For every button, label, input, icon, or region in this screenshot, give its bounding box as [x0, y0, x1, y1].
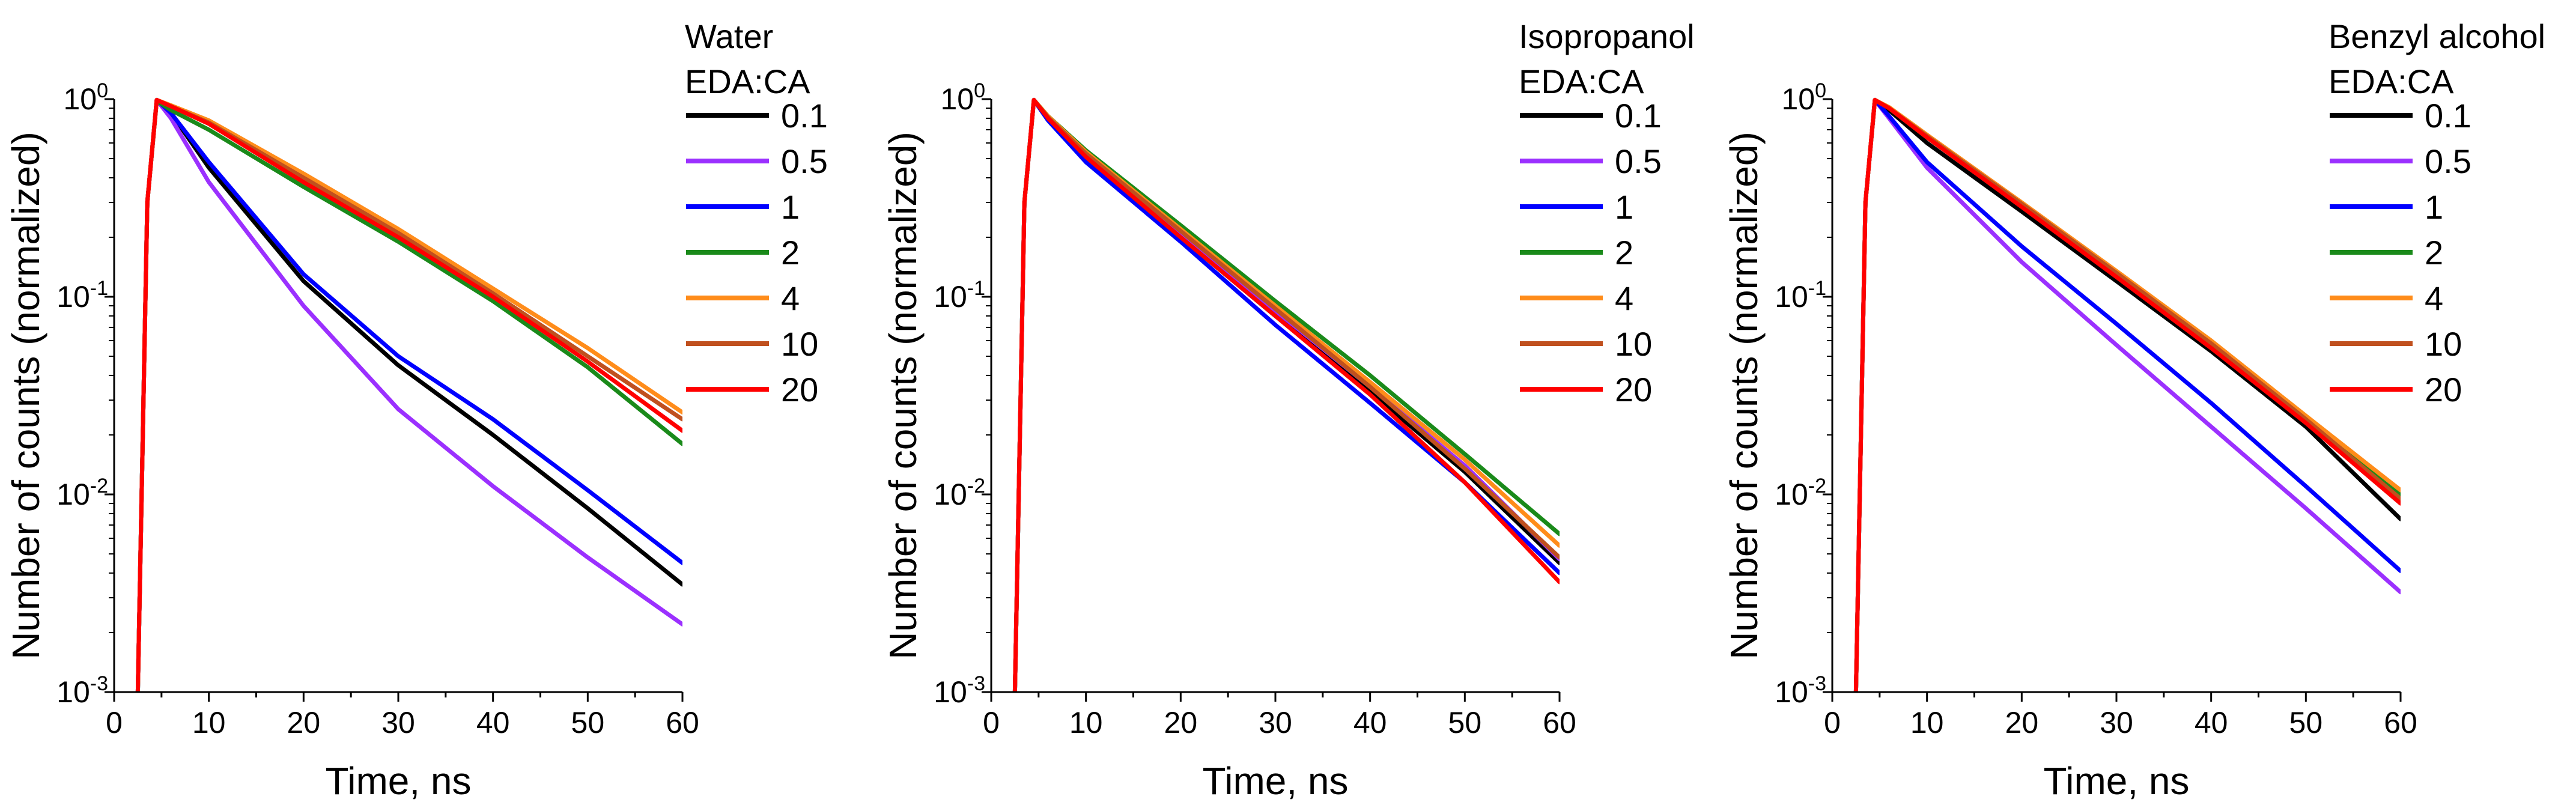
- x-tick-label: 20: [2005, 706, 2039, 740]
- x-tick-label: 10: [1910, 706, 1944, 740]
- y-axis-label: Number of counts (normalized): [4, 132, 47, 660]
- legend-title: EDA:CA: [685, 62, 810, 100]
- x-tick-label: 60: [1543, 706, 1576, 740]
- legend-label-2: 2: [781, 234, 800, 272]
- x-tick-label: 40: [2195, 706, 2228, 740]
- series-line-20: [1012, 97, 1560, 692]
- series-line-2: [1012, 97, 1560, 692]
- x-tick-label: 30: [2100, 706, 2133, 740]
- series-line-20: [1853, 97, 2401, 692]
- legend-label-20: 20: [2425, 371, 2462, 409]
- y-tick-label: 10-3: [934, 672, 985, 709]
- x-tick-label: 30: [381, 706, 415, 740]
- legend-label-0.5: 0.5: [2425, 142, 2471, 180]
- x-tick-label: 40: [1353, 706, 1387, 740]
- y-axis-label: Number of counts (normalized): [1722, 132, 1766, 660]
- x-axis-label: Time, ns: [2044, 759, 2190, 803]
- panel-title: Isopropanol: [1519, 17, 1695, 55]
- y-tick-label: 10-2: [1775, 475, 1826, 511]
- series-group: [135, 97, 682, 692]
- x-tick-label: 60: [666, 706, 699, 740]
- series-line-0.5: [1012, 97, 1560, 692]
- legend-label-0.1: 0.1: [2425, 97, 2471, 135]
- chart-panel-1: 0 10 20 30 40 50 60 100 10-1 10-2 10-3 Time, ns Numb…: [4, 17, 828, 803]
- series-line-20: [135, 97, 682, 692]
- y-tick-label: 10-2: [934, 475, 985, 511]
- y-tick-label: 100: [63, 79, 108, 116]
- series-line-10: [135, 97, 682, 692]
- legend-label-10: 10: [2425, 325, 2462, 363]
- x-tick-label: 10: [192, 706, 226, 740]
- series-line-1: [1853, 97, 2401, 692]
- legend-label-0.5: 0.5: [1615, 142, 1662, 180]
- y-tick-label: 10-2: [56, 475, 108, 511]
- y-tick-label: 10-1: [56, 277, 108, 314]
- series-line-4: [135, 97, 682, 692]
- x-tick-label: 50: [1448, 706, 1482, 740]
- series-line-10: [1012, 97, 1560, 692]
- x-tick-label: 50: [2289, 706, 2323, 740]
- chart-panel-3: 0 10 20 30 40 50 60 100 10-1 10-2 10-3 Time, ns Numb…: [1722, 17, 2545, 803]
- x-tick-label: 0: [1824, 706, 1841, 740]
- legend-label-0.1: 0.1: [1615, 97, 1662, 135]
- legend-label-4: 4: [781, 279, 800, 317]
- x-tick-label: 20: [287, 706, 321, 740]
- legend-label-10: 10: [1615, 325, 1652, 363]
- x-tick-label: 40: [476, 706, 510, 740]
- panel-title: Benzyl alcohol: [2328, 17, 2545, 55]
- legend-label-2: 2: [1615, 234, 1633, 272]
- legend-label-1: 1: [781, 188, 800, 226]
- y-tick-label: 10-1: [1775, 277, 1826, 314]
- series-line-1: [135, 97, 682, 692]
- x-tick-label: 20: [1164, 706, 1198, 740]
- panel-title: Water: [685, 17, 773, 55]
- y-tick-label: 100: [940, 79, 985, 116]
- legend-label-0.1: 0.1: [781, 97, 828, 135]
- series-line-0.1: [135, 97, 682, 692]
- x-tick-label: 30: [1259, 706, 1292, 740]
- series-line-4: [1853, 97, 2401, 692]
- legend-label-20: 20: [781, 371, 818, 409]
- legend-title: EDA:CA: [1519, 62, 1644, 100]
- y-tick-label: 10-3: [56, 672, 108, 709]
- legend-label-2: 2: [2425, 234, 2443, 272]
- legend-label-4: 4: [1615, 279, 1633, 317]
- series-line-0.5: [135, 97, 682, 692]
- x-tick-label: 10: [1069, 706, 1103, 740]
- x-axis-label: Time, ns: [1203, 759, 1349, 803]
- chart-panel-2: 0 10 20 30 40 50 60 100 10-1 10-2 10-3 Time, ns Numb…: [881, 17, 1695, 803]
- series-line-2: [1853, 97, 2401, 692]
- legend-label-20: 20: [1615, 371, 1652, 409]
- legend-label-1: 1: [2425, 188, 2443, 226]
- y-tick-label: 10-1: [934, 277, 985, 314]
- series-line-0.5: [1853, 97, 2401, 692]
- series-line-0.1: [1853, 97, 2401, 692]
- legend-title: EDA:CA: [2328, 62, 2454, 100]
- legend-label-1: 1: [1615, 188, 1633, 226]
- x-tick-label: 50: [571, 706, 605, 740]
- legend-label-10: 10: [781, 325, 818, 363]
- x-tick-label: 60: [2384, 706, 2417, 740]
- legend-label-0.5: 0.5: [781, 142, 828, 180]
- series-group: [1853, 97, 2401, 692]
- y-axis-label: Number of counts (normalized): [881, 132, 925, 660]
- x-axis-label: Time, ns: [326, 759, 472, 803]
- x-tick-label: 0: [106, 706, 123, 740]
- legend-label-4: 4: [2425, 279, 2443, 317]
- series-line-4: [1012, 97, 1560, 692]
- y-tick-label: 100: [1781, 79, 1826, 116]
- series-line-10: [1853, 97, 2401, 692]
- series-line-1: [1012, 97, 1560, 692]
- series-line-2: [135, 99, 682, 692]
- series-group: [1012, 97, 1560, 692]
- x-tick-label: 0: [983, 706, 1000, 740]
- y-tick-label: 10-3: [1775, 672, 1826, 709]
- series-line-0.1: [1012, 97, 1560, 692]
